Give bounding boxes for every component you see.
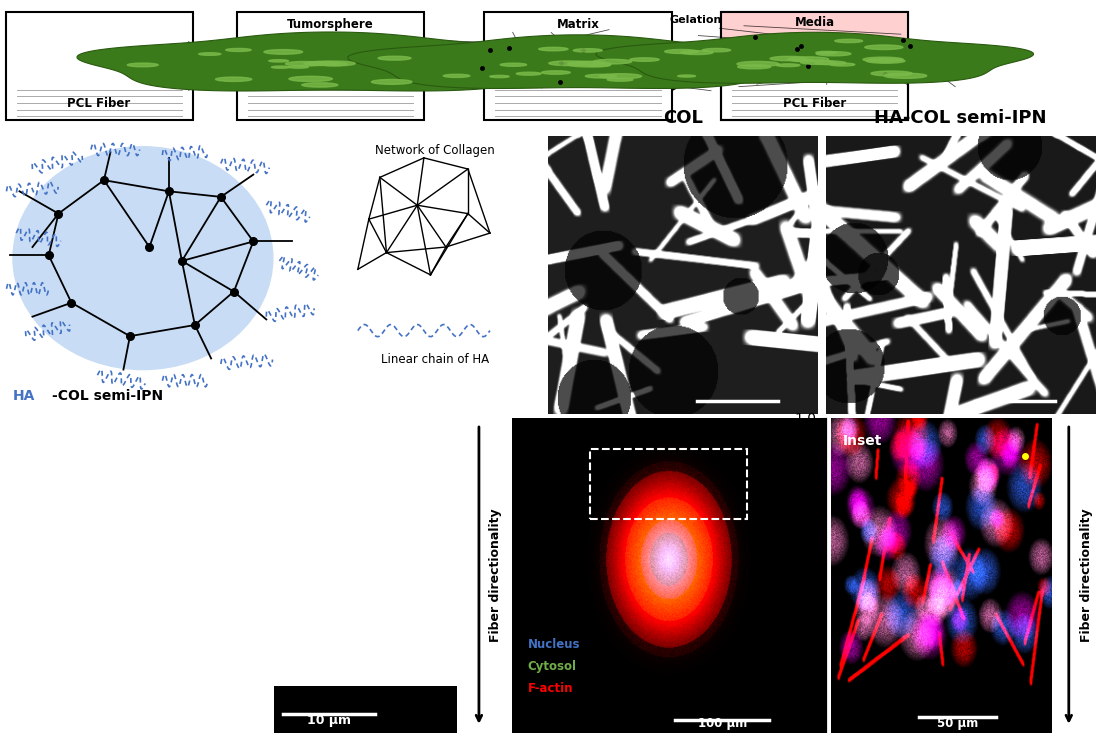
Circle shape xyxy=(884,73,927,78)
Circle shape xyxy=(793,59,814,62)
Bar xyxy=(721,12,908,120)
Text: Fiber directionality: Fiber directionality xyxy=(1080,509,1092,642)
Bar xyxy=(484,12,672,120)
Circle shape xyxy=(288,76,333,81)
Circle shape xyxy=(304,62,336,65)
Circle shape xyxy=(316,61,356,66)
Circle shape xyxy=(776,64,799,67)
Text: Network of Collagen: Network of Collagen xyxy=(375,144,494,157)
Text: Linear chain of HA: Linear chain of HA xyxy=(381,353,489,366)
Circle shape xyxy=(549,61,588,65)
Text: 50 μm: 50 μm xyxy=(937,717,979,730)
Text: 100 μm: 100 μm xyxy=(698,717,746,730)
Circle shape xyxy=(285,62,324,66)
Bar xyxy=(237,12,424,120)
Text: Nucleus: Nucleus xyxy=(527,638,580,651)
Polygon shape xyxy=(427,43,481,89)
Circle shape xyxy=(490,75,509,78)
Bar xyxy=(590,449,748,519)
Circle shape xyxy=(816,51,837,54)
Text: Inset: Inset xyxy=(842,434,882,448)
Text: COL: COL xyxy=(663,109,704,128)
Text: Matrix: Matrix xyxy=(557,18,599,32)
Circle shape xyxy=(226,48,251,51)
Circle shape xyxy=(542,71,570,74)
Circle shape xyxy=(830,63,854,66)
Text: HA: HA xyxy=(13,389,35,403)
Circle shape xyxy=(588,64,610,67)
Circle shape xyxy=(574,48,602,52)
Circle shape xyxy=(269,59,288,62)
Circle shape xyxy=(835,40,862,43)
Bar xyxy=(721,12,908,120)
Circle shape xyxy=(567,62,611,67)
Text: PCL Fiber: PCL Fiber xyxy=(783,97,847,111)
Circle shape xyxy=(737,62,778,67)
Circle shape xyxy=(608,78,633,81)
Circle shape xyxy=(371,79,412,84)
Circle shape xyxy=(264,50,303,54)
Circle shape xyxy=(500,63,526,66)
Circle shape xyxy=(630,58,659,62)
Text: PCL Fiber: PCL Fiber xyxy=(67,97,131,111)
Circle shape xyxy=(444,74,470,78)
Circle shape xyxy=(770,56,807,61)
Circle shape xyxy=(863,57,903,62)
Circle shape xyxy=(272,66,290,68)
Polygon shape xyxy=(189,43,233,89)
Circle shape xyxy=(787,57,829,62)
Text: F-actin: F-actin xyxy=(527,682,574,695)
Text: Tumorsphere: Tumorsphere xyxy=(287,18,373,32)
Circle shape xyxy=(302,83,338,87)
Circle shape xyxy=(800,60,836,65)
Circle shape xyxy=(538,48,568,51)
Circle shape xyxy=(738,65,771,69)
Circle shape xyxy=(13,147,273,369)
Circle shape xyxy=(871,71,912,76)
Circle shape xyxy=(307,62,339,65)
Text: 10 μm: 10 μm xyxy=(307,714,351,726)
Circle shape xyxy=(288,66,308,68)
Polygon shape xyxy=(674,43,718,89)
Polygon shape xyxy=(77,32,584,91)
Circle shape xyxy=(128,63,159,67)
Circle shape xyxy=(702,48,731,52)
Polygon shape xyxy=(596,32,1034,84)
Circle shape xyxy=(568,61,604,65)
Circle shape xyxy=(593,59,632,64)
Text: Fiber directionality: Fiber directionality xyxy=(489,509,502,642)
Circle shape xyxy=(198,53,221,56)
Circle shape xyxy=(599,74,642,78)
Text: -COL semi-IPN: -COL semi-IPN xyxy=(52,389,163,403)
Circle shape xyxy=(815,61,846,65)
Text: HA-COL semi-IPN: HA-COL semi-IPN xyxy=(874,109,1047,128)
Bar xyxy=(6,12,193,120)
Text: Gelation: Gelation xyxy=(669,15,722,25)
Circle shape xyxy=(665,50,698,54)
Text: Cytosol: Cytosol xyxy=(527,660,577,673)
Circle shape xyxy=(320,62,347,66)
Polygon shape xyxy=(348,35,808,89)
Circle shape xyxy=(378,56,411,60)
Bar xyxy=(721,12,908,61)
Circle shape xyxy=(816,52,851,56)
Circle shape xyxy=(677,75,696,77)
Bar xyxy=(274,686,457,733)
Circle shape xyxy=(864,45,903,50)
Circle shape xyxy=(866,59,905,63)
Text: Media: Media xyxy=(795,16,835,29)
Circle shape xyxy=(586,74,617,78)
Circle shape xyxy=(516,73,541,75)
Circle shape xyxy=(216,77,252,81)
Circle shape xyxy=(680,51,713,54)
